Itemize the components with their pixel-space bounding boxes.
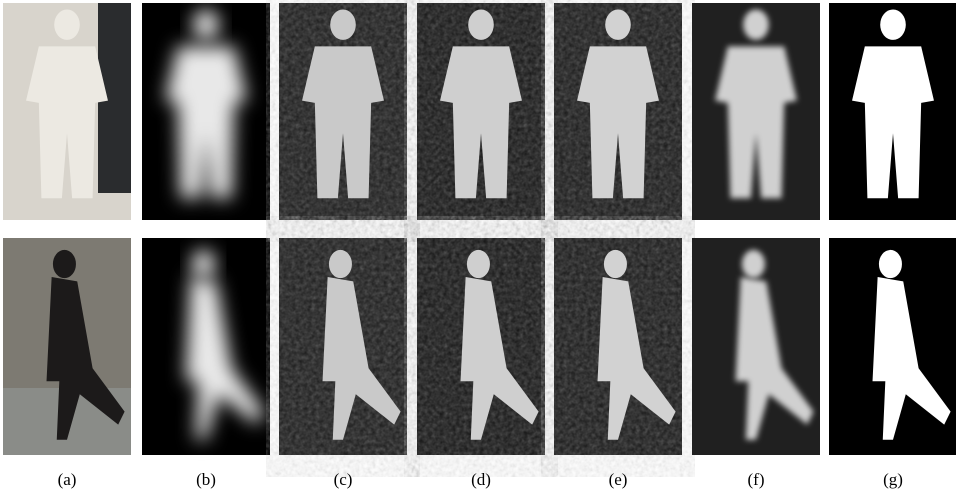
- panel-image: [829, 3, 956, 220]
- figure: (a) (b) (c) (d) (e) (f) (g): [0, 0, 956, 495]
- head: [467, 250, 490, 278]
- head: [742, 250, 765, 278]
- head: [54, 10, 80, 40]
- panel-image: [3, 238, 131, 455]
- panel-image: [554, 3, 682, 220]
- panel-image: [554, 238, 682, 455]
- head: [193, 10, 219, 40]
- panel-image: [417, 238, 545, 455]
- head: [330, 10, 356, 40]
- panel-caption: (g): [883, 470, 903, 489]
- head: [880, 10, 906, 40]
- head: [329, 250, 352, 278]
- head: [468, 10, 494, 40]
- panel-caption: (b): [196, 470, 216, 489]
- panel-image: [3, 3, 131, 220]
- panel-caption: (c): [334, 470, 353, 489]
- panel-image: [692, 3, 820, 220]
- panel-caption: (a): [58, 470, 77, 489]
- head: [604, 250, 627, 278]
- panel-caption: (f): [748, 470, 765, 489]
- panel-image: [829, 238, 956, 455]
- head: [743, 10, 769, 40]
- panel-image: [279, 238, 407, 455]
- panel-image: [142, 238, 270, 455]
- head: [53, 250, 76, 278]
- head: [605, 10, 631, 40]
- head: [879, 250, 902, 278]
- panel-image: [417, 3, 545, 220]
- panel-caption: (d): [471, 470, 491, 489]
- panel-image: [142, 3, 270, 220]
- head: [192, 250, 215, 278]
- panel-image: [279, 3, 407, 220]
- page: {"figure": {"captions": ["(a)", "(b)", "…: [0, 0, 956, 495]
- panel-image: [692, 238, 820, 455]
- panel-caption: (e): [609, 470, 628, 489]
